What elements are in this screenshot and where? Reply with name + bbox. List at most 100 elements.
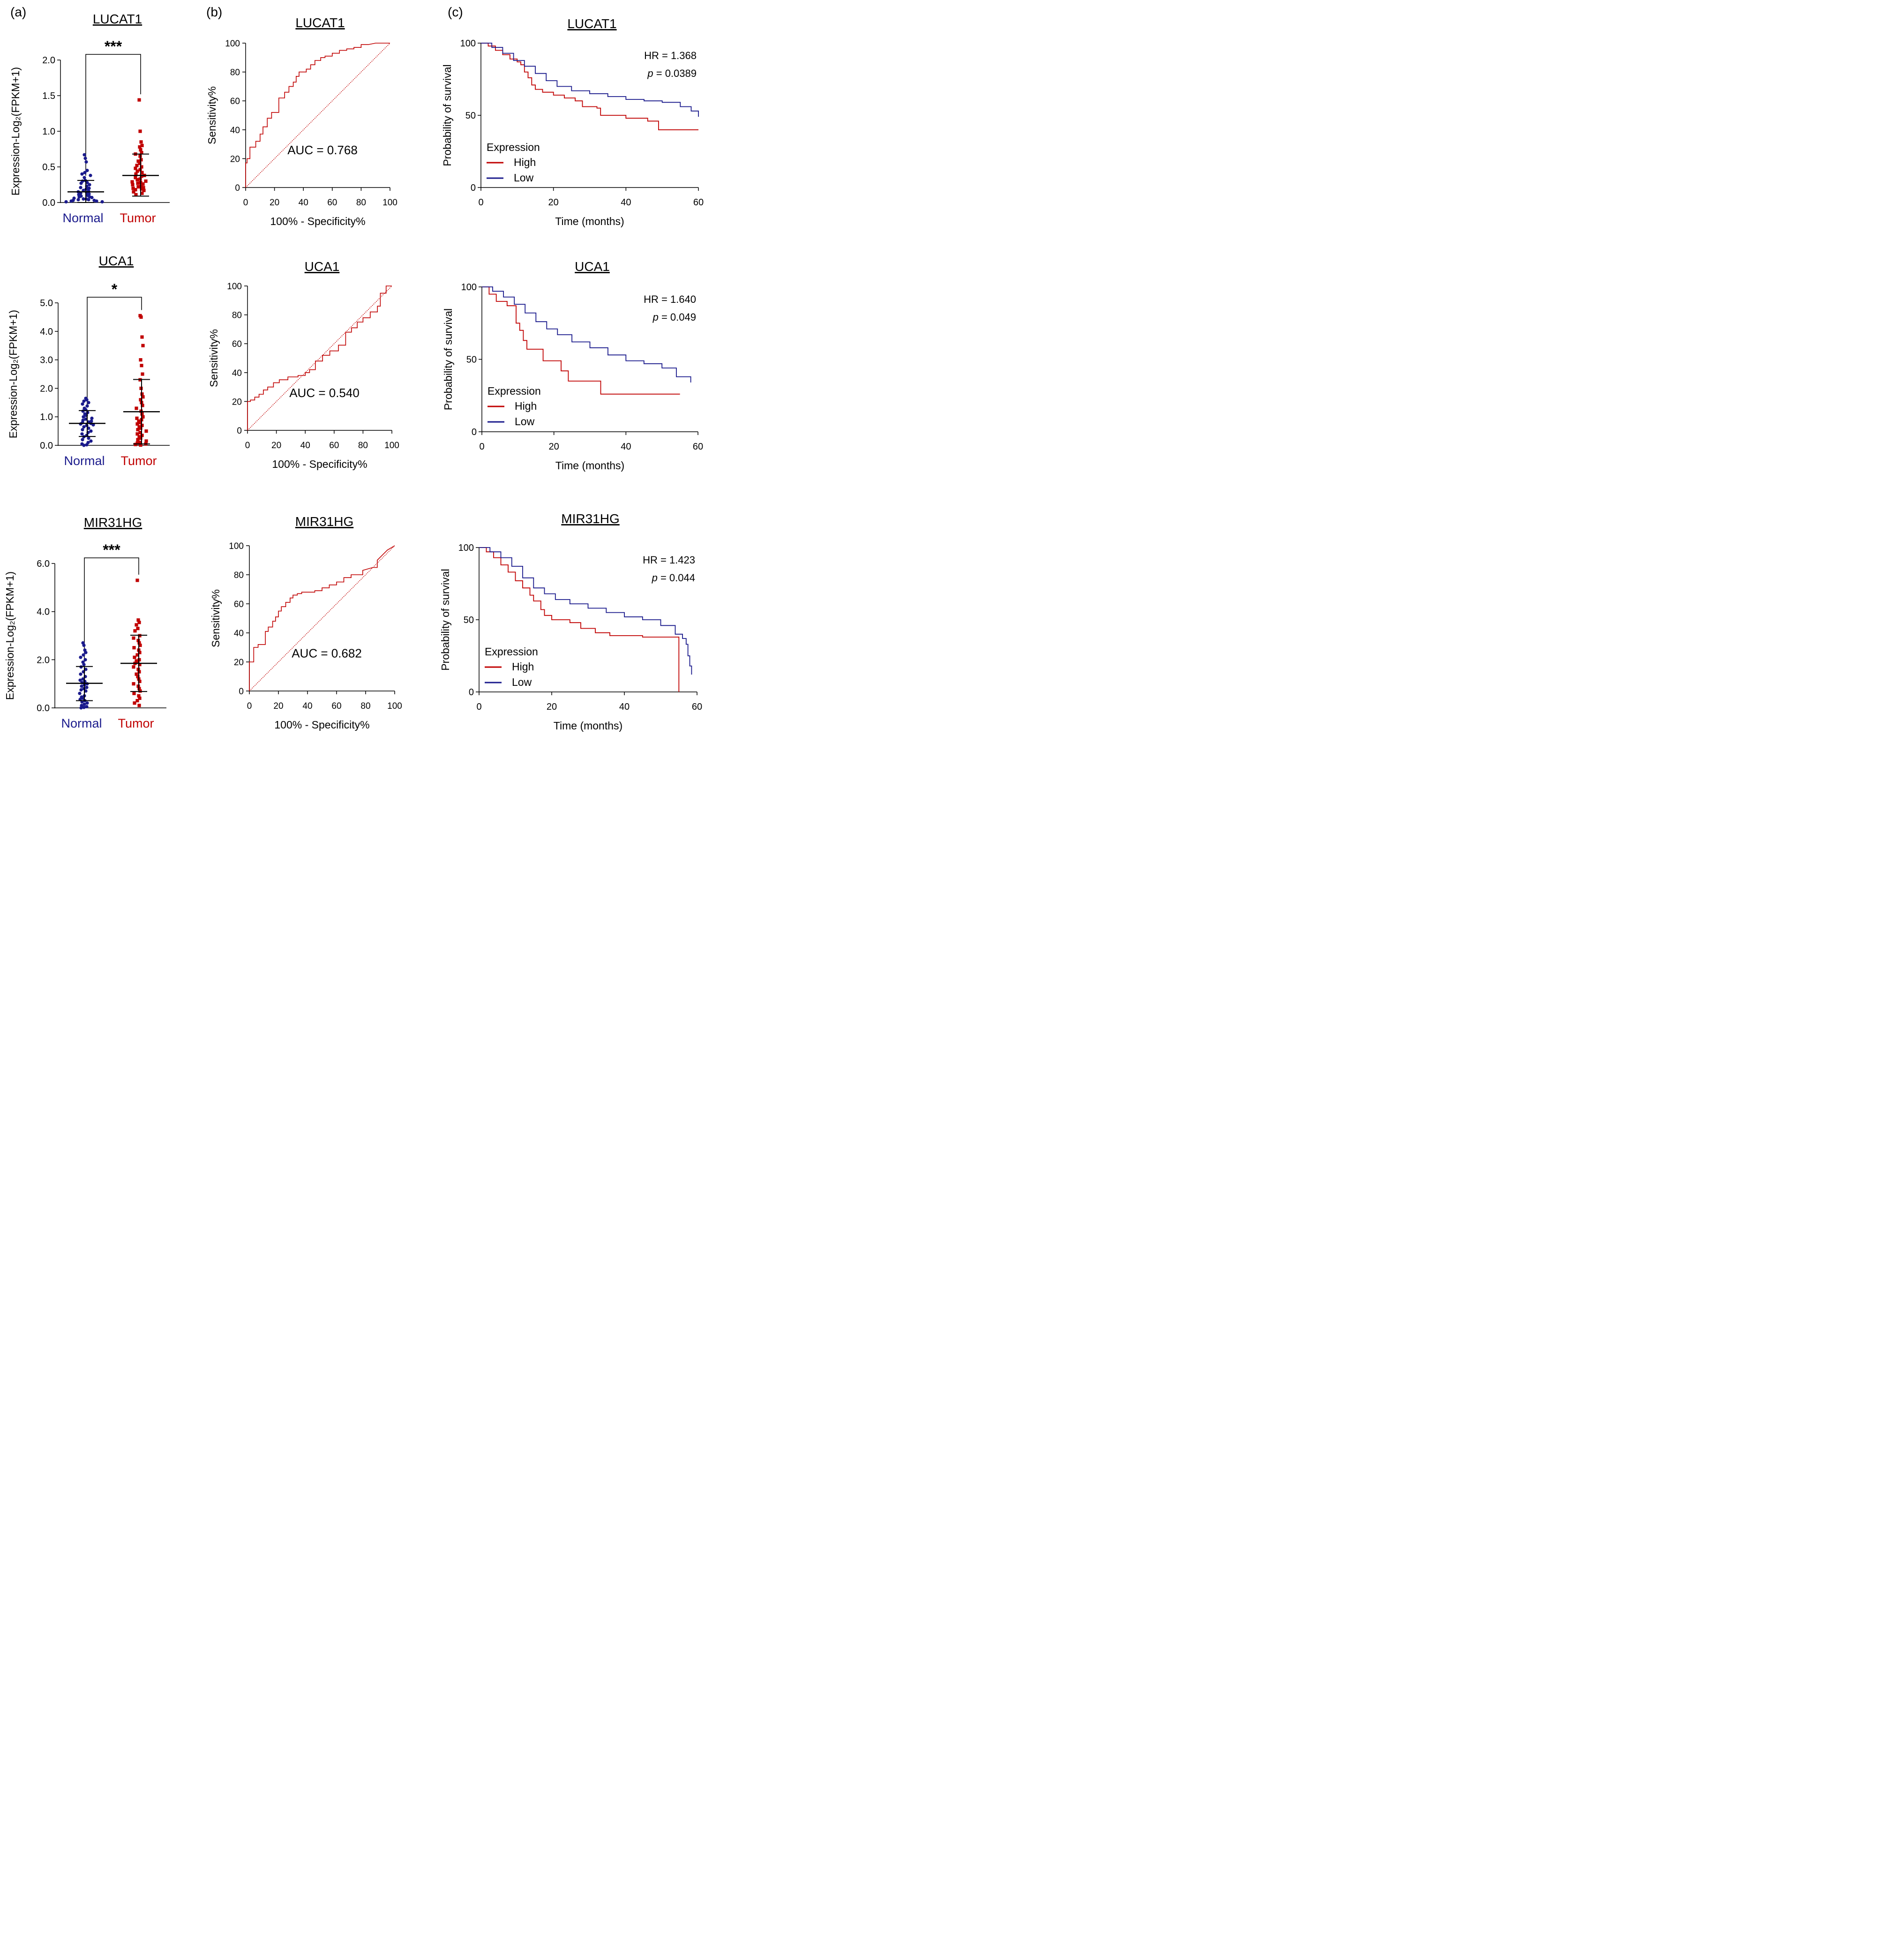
tumor-point [134,188,137,192]
p-symbol: p [647,68,653,79]
normal-point [87,426,90,430]
y-tick-label: 0.0 [42,198,55,208]
reference-diagonal [247,285,392,431]
y-tick-label: 40 [234,629,244,638]
x-tick-label: 40 [300,441,310,451]
tumor-point [141,182,145,186]
tumor-point [141,372,144,376]
x-tick-label: 80 [360,701,370,711]
y-tick-label: 0.5 [42,162,55,173]
tumor-point [140,187,143,191]
y-tick-label: 100 [461,282,477,293]
roc-curve [247,285,392,430]
category-label: Tumor [120,454,157,468]
category-label: Tumor [120,211,156,225]
tumor-point [142,188,146,192]
normal-group: Normal [62,153,104,225]
chart-title: LUCAT1 [567,16,616,31]
legend-label: High [512,661,534,673]
normal-point [80,432,84,436]
normal-point [82,706,86,709]
y-tick-label: 2.0 [40,383,53,394]
p-symbol: p [652,311,659,323]
tumor-point [139,358,142,362]
tumor-point [140,335,144,339]
x-tick-label: 0 [479,442,484,452]
tumor-point [140,151,143,155]
normal-point [85,169,89,173]
normal-point [82,663,86,667]
legend-title: Expression [488,385,541,397]
normal-point [82,399,86,403]
x-tick-label: 100 [387,701,402,711]
survival-chart: UCA1 0 50 100 0 20 40 60 Time (months) Probabilit… [442,259,703,472]
tumor-point [135,416,139,420]
normal-point [87,401,90,405]
tumor-point [134,193,138,196]
normal-point [84,651,88,654]
y-tick-label: 4.0 [37,607,50,617]
high-survival-curve [481,43,698,130]
tumor-point [136,181,140,185]
tumor-point [136,627,140,631]
tumor-point [138,634,142,638]
tumor-point [138,679,142,683]
y-axis-label: Expression-Log₂(FPKM+1) [7,310,19,438]
auc-annotation: AUC = 0.768 [287,143,358,157]
normal-point [82,197,85,201]
chart-title: MIR31HG [84,515,142,530]
roc-chart: LUCAT1 00 20 20 40 40 60 60 80 80 100 100 100% - Spe… [206,15,398,227]
chart-title: LUCAT1 [295,15,345,30]
roc-curve [249,545,395,691]
normal-group: Normal [61,641,103,730]
normal-point [79,688,83,692]
normal-point [84,160,88,164]
x-tick-label: 100 [382,198,398,208]
normal-point [83,171,87,174]
chart-title: UCA1 [305,259,340,274]
y-tick-label: 2.0 [37,655,50,665]
tumor-point [135,699,139,703]
auc-annotation: AUC = 0.540 [289,386,360,400]
tumor-point [133,655,136,659]
tumor-point [137,621,141,624]
hr-annotation: HR = 1.640 [644,293,696,305]
normal-point [77,195,81,199]
x-tick-label: 60 [327,198,337,208]
panel-label-c: (c) [448,5,463,19]
y-axis-label: Sensitivity% [210,589,222,647]
legend-label: High [514,156,536,168]
normal-point [88,183,91,187]
y-tick-label: 0 [469,687,474,698]
y-tick-label: 5.0 [40,298,53,308]
normal-point [87,198,90,202]
tumor-point [136,185,140,189]
tumor-point [139,436,142,440]
tumor-point [135,623,138,627]
legend-title: Expression [487,141,540,153]
y-tick-label: 1.0 [40,412,53,422]
category-label: Tumor [118,716,154,730]
tumor-point [132,646,136,650]
x-axis-label: Time (months) [555,459,624,472]
normal-point [100,200,104,204]
hr-annotation: HR = 1.423 [643,554,695,566]
normal-point [82,176,86,180]
y-axis-label: Probability of survival [441,64,453,166]
low-survival-curve [479,547,692,675]
tumor-point [132,682,135,686]
normal-point [78,678,82,682]
x-tick-label: 20 [273,701,283,711]
normal-point [81,402,84,406]
y-tick-label: 80 [234,571,244,580]
tumor-point [135,578,139,582]
tumor-point [137,694,141,698]
tumor-point [135,164,139,167]
y-tick-label: 0 [471,183,476,193]
y-tick-label: 100 [460,38,476,49]
tumor-point [136,159,140,163]
normal-point [79,665,83,669]
tumor-point [134,172,138,176]
x-tick-label: 40 [302,701,312,711]
chart-title: MIR31HG [295,514,353,529]
